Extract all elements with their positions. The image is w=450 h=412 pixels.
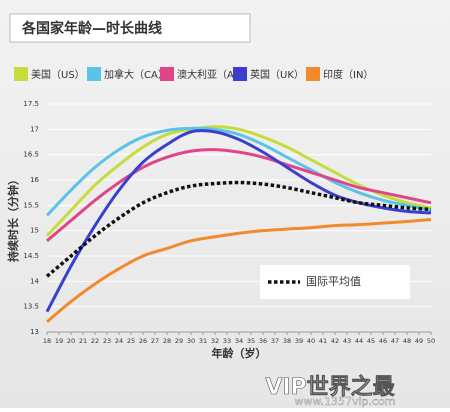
x-tick-label: 32 bbox=[211, 337, 219, 345]
legend-label: 美国（US） bbox=[31, 68, 85, 81]
x-tick-label: 44 bbox=[355, 337, 363, 345]
x-tick-label: 18 bbox=[43, 337, 51, 345]
series-line bbox=[46, 148, 432, 242]
x-tick-label: 39 bbox=[295, 337, 303, 345]
y-tick-label: 14.5 bbox=[23, 252, 39, 260]
legend-label: 国际平均值 bbox=[306, 275, 361, 288]
x-tick-label: 45 bbox=[367, 337, 375, 345]
watermark-brand: VIP世界之最 bbox=[265, 374, 395, 400]
series-line bbox=[46, 218, 432, 324]
x-tick-label: 22 bbox=[91, 337, 99, 345]
x-tick-label: 50 bbox=[427, 337, 435, 345]
y-tick-label: 16 bbox=[30, 176, 39, 184]
y-tick-label: 17.5 bbox=[23, 100, 39, 108]
y-tick-label: 17 bbox=[30, 125, 39, 133]
x-tick-label: 41 bbox=[319, 337, 327, 345]
x-tick-label: 25 bbox=[127, 337, 135, 345]
x-tick-label: 28 bbox=[163, 337, 171, 345]
title-box bbox=[9, 13, 251, 43]
y-tick-label: 14 bbox=[30, 277, 39, 285]
chart-title: 各国家年龄—时长曲线 bbox=[21, 20, 162, 37]
x-tick-label: 23 bbox=[103, 337, 111, 345]
y-axis-label: 持续时长（分钟） bbox=[6, 174, 20, 262]
legend-label: 印度（IN） bbox=[323, 68, 373, 81]
avg-legend-box bbox=[260, 265, 410, 299]
legend-swatch bbox=[233, 67, 247, 81]
x-tick-label: 42 bbox=[331, 337, 339, 345]
x-tick-label: 40 bbox=[307, 337, 315, 345]
legend-swatch bbox=[160, 67, 174, 81]
x-tick-label: 36 bbox=[259, 337, 267, 345]
x-tick-label: 29 bbox=[175, 337, 183, 345]
x-tick-label: 47 bbox=[391, 337, 399, 345]
x-tick-label: 27 bbox=[151, 337, 159, 345]
x-tick-label: 20 bbox=[67, 337, 75, 345]
y-tick-label: 13.5 bbox=[23, 303, 39, 311]
x-tick-label: 31 bbox=[199, 337, 207, 345]
x-tick-label: 49 bbox=[415, 337, 423, 345]
legend-swatch bbox=[87, 67, 101, 81]
x-tick-label: 19 bbox=[55, 337, 63, 345]
x-tick-label: 24 bbox=[115, 337, 123, 345]
x-tick-label: 34 bbox=[235, 337, 243, 345]
x-tick-label: 37 bbox=[271, 337, 279, 345]
x-tick-label: 43 bbox=[343, 337, 351, 345]
x-axis-label: 年龄（岁） bbox=[212, 346, 267, 360]
x-tick-label: 30 bbox=[187, 337, 195, 345]
legend-label: 澳大利亚（AU） bbox=[177, 68, 251, 81]
x-tick-label: 35 bbox=[247, 337, 255, 345]
legend-label: 英国（UK） bbox=[250, 68, 304, 81]
y-tick-label: 15.5 bbox=[23, 201, 39, 209]
x-tick-label: 21 bbox=[79, 337, 87, 345]
legend-swatch bbox=[306, 67, 320, 81]
y-tick-label: 16.5 bbox=[23, 151, 39, 159]
x-tick-label: 26 bbox=[139, 337, 147, 345]
x-tick-label: 48 bbox=[403, 337, 411, 345]
y-tick-label: 15 bbox=[30, 227, 39, 235]
x-tick-label: 33 bbox=[223, 337, 231, 345]
legend-swatch bbox=[14, 67, 28, 81]
series-line bbox=[45, 126, 432, 217]
x-tick-label: 46 bbox=[379, 337, 387, 345]
series-line bbox=[45, 180, 432, 278]
y-tick-label: 13 bbox=[30, 328, 39, 336]
x-tick-label: 38 bbox=[283, 337, 291, 345]
legend-label: 加拿大（CA） bbox=[104, 68, 168, 81]
watermark-url: www.1357vip.com bbox=[294, 395, 395, 408]
